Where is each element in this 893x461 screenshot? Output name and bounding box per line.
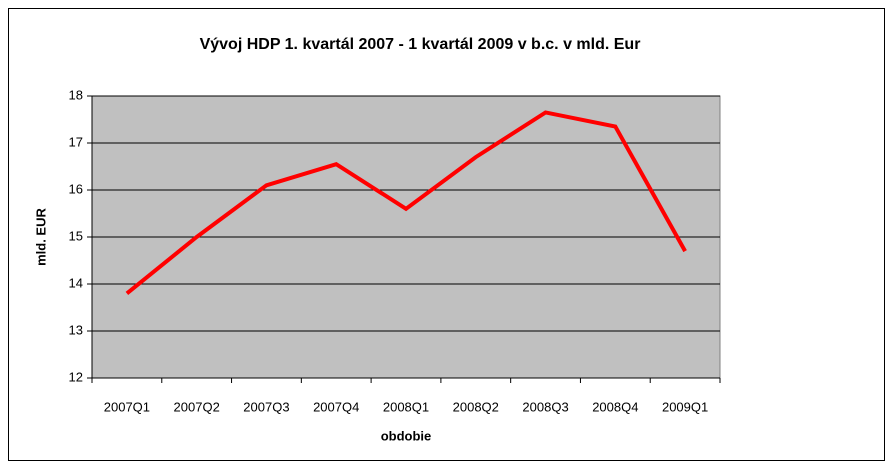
x-tick-label: 2007Q1 [104,399,150,414]
y-axis-label: mld. EUR [33,208,48,266]
x-axis-label: obdobie [381,428,432,443]
x-tick-label: 2007Q4 [313,399,359,414]
x-tick-label: 2007Q3 [243,399,289,414]
x-tick-label: 2008Q2 [453,399,499,414]
y-tick-label: 14 [69,275,83,290]
y-tick-label: 13 [69,322,83,337]
x-tick-label: 2008Q4 [592,399,638,414]
y-tick-label: 12 [69,369,83,384]
x-tick-label: 2008Q1 [383,399,429,414]
y-tick-label: 17 [69,134,83,149]
x-tick-label: 2007Q2 [174,399,220,414]
y-tick-label: 16 [69,181,83,196]
x-tick-label: 2008Q3 [522,399,568,414]
y-tick-label: 15 [69,228,83,243]
chart-title: Vývoj HDP 1. kvartál 2007 - 1 kvartál 20… [200,36,641,53]
line-series [125,110,687,295]
y-tick-label: 18 [69,87,83,102]
x-tick-label: 2009Q1 [662,399,708,414]
